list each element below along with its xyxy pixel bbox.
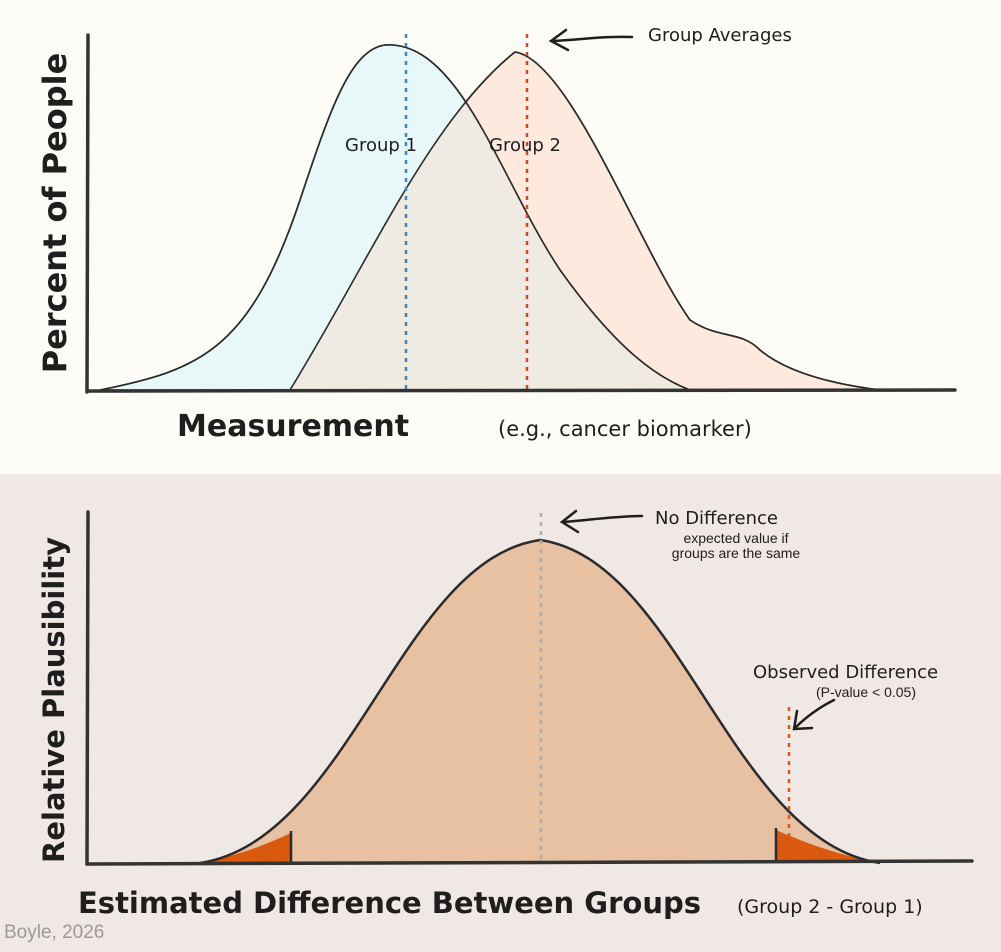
bottom-y-label: Relative Plausibility: [37, 537, 71, 863]
left-tail: [200, 833, 291, 863]
top-y-label: Percent of People: [36, 53, 74, 374]
right-tail: [776, 830, 880, 863]
null-curve: [200, 540, 880, 863]
null-sub2: groups are the same: [672, 545, 801, 561]
bottom-y-axis: [85, 510, 90, 866]
credit-text: Boyle, 2026: [4, 922, 105, 943]
bottom-x-axis: [85, 859, 974, 866]
null-label: No Difference: [655, 508, 778, 529]
null-sub1: expected value if: [683, 530, 788, 546]
observed-label: Observed Difference: [753, 662, 938, 683]
overlap-region: [290, 52, 690, 390]
averages-label: Group Averages: [648, 25, 792, 46]
top-y-axis: [85, 33, 90, 394]
group2-outline: [289, 51, 881, 391]
group2-label: Group 2: [489, 135, 561, 156]
top-x-axis: [85, 388, 957, 393]
observed-sub: (P-value < 0.05): [816, 684, 916, 700]
null-arrow: [559, 509, 644, 534]
bottom-x-label-note: (Group 2 - Group 1): [737, 896, 923, 918]
averages-arrow: [548, 28, 634, 52]
bottom-x-label-main: Estimated Difference Between Groups: [78, 886, 701, 920]
top-x-label-main: Measurement: [177, 409, 409, 444]
top-x-label-note: (e.g., cancer biomarker): [498, 417, 752, 441]
observed-arrow: [792, 698, 836, 731]
group1-label: Group 1: [345, 135, 417, 156]
group1-outline: [99, 44, 691, 391]
